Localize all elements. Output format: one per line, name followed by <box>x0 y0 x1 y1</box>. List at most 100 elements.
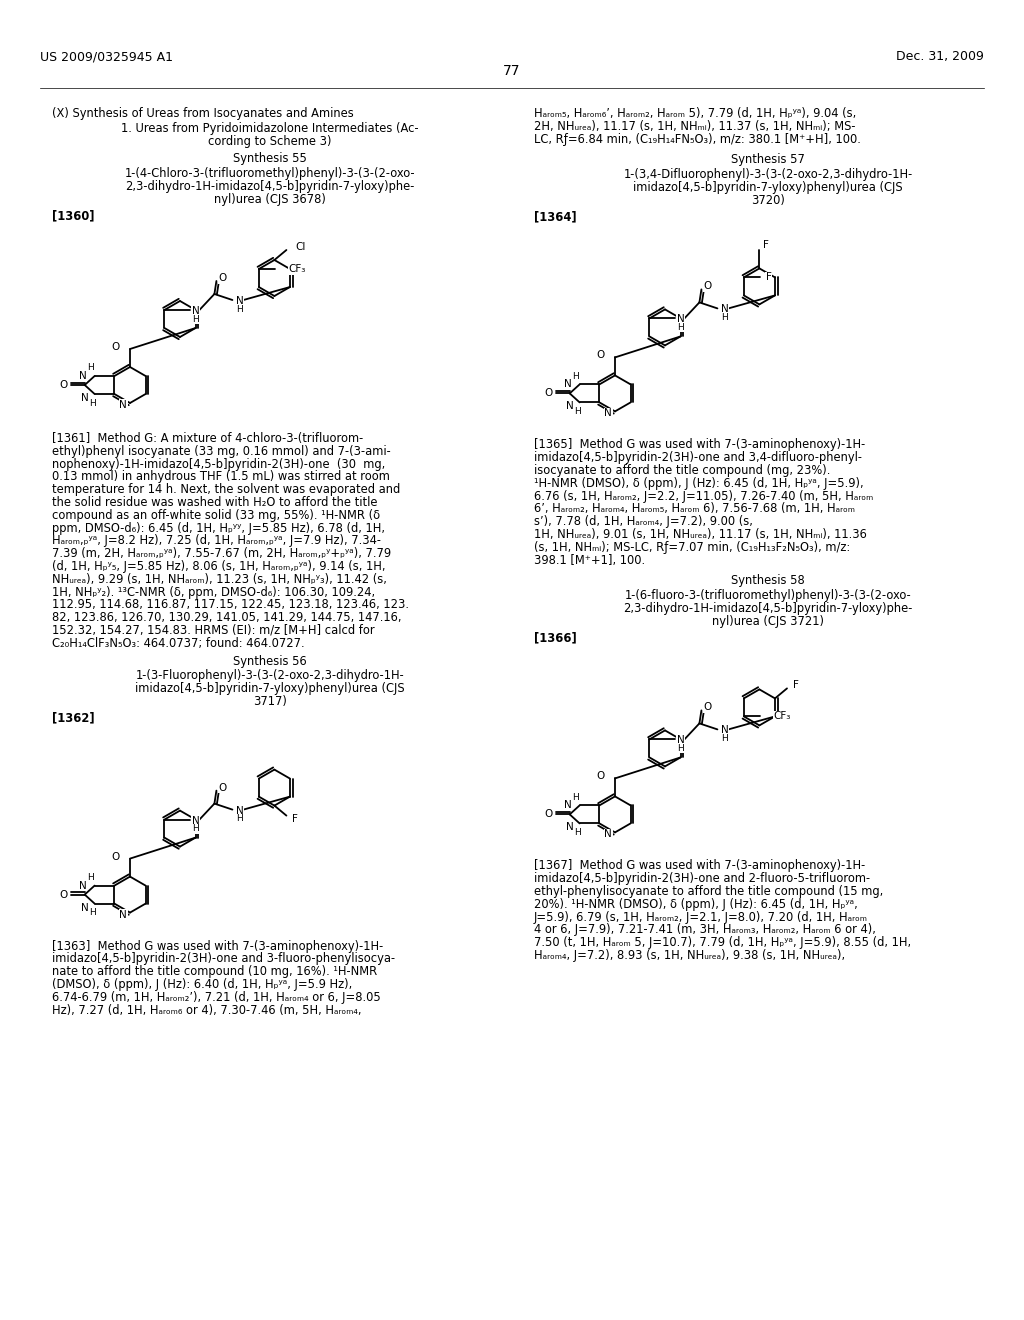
Text: 1-(3,4-Difluorophenyl)-3-(3-(2-oxo-2,3-dihydro-1H-: 1-(3,4-Difluorophenyl)-3-(3-(2-oxo-2,3-d… <box>624 168 912 181</box>
Text: O: O <box>218 273 226 282</box>
Text: O: O <box>218 783 226 792</box>
Text: 1-(4-Chloro-3-(trifluoromethyl)phenyl)-3-(3-(2-oxo-: 1-(4-Chloro-3-(trifluoromethyl)phenyl)-3… <box>125 168 416 180</box>
Text: O: O <box>545 388 553 399</box>
Text: 6.76 (s, 1H, Hₐᵣₒₘ₂, J=2.2, J=11.05), 7.26-7.40 (m, 5H, Hₐᵣₒₘ: 6.76 (s, 1H, Hₐᵣₒₘ₂, J=2.2, J=11.05), 7.… <box>534 490 873 503</box>
Text: H: H <box>193 824 199 833</box>
Text: Synthesis 55: Synthesis 55 <box>233 152 307 165</box>
Text: N: N <box>119 909 127 920</box>
Text: 1H, NHᵤᵣₑₐ), 9.01 (s, 1H, NHᵤᵣₑₐ), 11.17 (s, 1H, NHₘᵢ), 11.36: 1H, NHᵤᵣₑₐ), 9.01 (s, 1H, NHᵤᵣₑₐ), 11.17… <box>534 528 867 541</box>
Text: J=5.9), 6.79 (s, 1H, Hₐᵣₒₘ₂, J=2.1, J=8.0), 7.20 (d, 1H, Hₐᵣₒₘ: J=5.9), 6.79 (s, 1H, Hₐᵣₒₘ₂, J=2.1, J=8.… <box>534 911 868 924</box>
Text: H: H <box>89 399 96 408</box>
Text: [1367]  Method G was used with 7-(3-aminophenoxy)-1H-: [1367] Method G was used with 7-(3-amino… <box>534 859 865 873</box>
Text: 0.13 mmol) in anhydrous THF (1.5 mL) was stirred at room: 0.13 mmol) in anhydrous THF (1.5 mL) was… <box>52 470 390 483</box>
Text: N: N <box>236 296 244 306</box>
Text: imidazo[4,5-b]pyridin-2(3H)-one and 2-fluoro-5-trifluorom-: imidazo[4,5-b]pyridin-2(3H)-one and 2-fl… <box>534 873 870 886</box>
Text: N: N <box>564 800 571 810</box>
Text: 1-(6-fluoro-3-(trifluoromethyl)phenyl)-3-(3-(2-oxo-: 1-(6-fluoro-3-(trifluoromethyl)phenyl)-3… <box>625 589 911 602</box>
Text: CF₃: CF₃ <box>289 264 306 275</box>
Text: ethyl-phenylisocyanate to afford the title compound (15 mg,: ethyl-phenylisocyanate to afford the tit… <box>534 884 884 898</box>
Text: H: H <box>574 407 581 416</box>
Text: N: N <box>119 400 127 411</box>
Text: imidazo[4,5-b]pyridin-7-yloxy)phenyl)urea (CJS: imidazo[4,5-b]pyridin-7-yloxy)phenyl)ure… <box>633 181 903 194</box>
Text: nyl)urea (CJS 3721): nyl)urea (CJS 3721) <box>712 615 824 628</box>
Text: H: H <box>721 734 728 743</box>
Text: C₂₀H₁₄ClF₃N₅O₃: 464.0737; found: 464.0727.: C₂₀H₁₄ClF₃N₅O₃: 464.0737; found: 464.072… <box>52 636 304 649</box>
Text: Hz), 7.27 (d, 1H, Hₐᵣₒₘ₆ or 4), 7.30-7.46 (m, 5H, Hₐᵣₒₘ₄,: Hz), 7.27 (d, 1H, Hₐᵣₒₘ₆ or 4), 7.30-7.4… <box>52 1003 361 1016</box>
Text: N: N <box>604 408 612 418</box>
Text: NHᵤᵣₑₐ), 9.29 (s, 1H, NHₐᵣₒₘ), 11.23 (s, 1H, NHₚʸ₃), 11.42 (s,: NHᵤᵣₑₐ), 9.29 (s, 1H, NHₐᵣₒₘ), 11.23 (s,… <box>52 573 387 586</box>
Text: Hₐᵣₒₘ,ₚʸᵃ, J=8.2 Hz), 7.25 (d, 1H, Hₐᵣₒₘ,ₚʸᵃ, J=7.9 Hz), 7.34-: Hₐᵣₒₘ,ₚʸᵃ, J=8.2 Hz), 7.25 (d, 1H, Hₐᵣₒₘ… <box>52 535 381 548</box>
Text: O: O <box>112 851 120 862</box>
Text: F: F <box>764 240 769 251</box>
Text: Synthesis 58: Synthesis 58 <box>731 574 805 587</box>
Text: [1366]: [1366] <box>534 631 577 644</box>
Text: N: N <box>236 805 244 816</box>
Text: (X) Synthesis of Ureas from Isocyanates and Amines: (X) Synthesis of Ureas from Isocyanates … <box>52 107 353 120</box>
Text: O: O <box>112 342 120 352</box>
Text: the solid residue was washed with H₂O to afford the title: the solid residue was washed with H₂O to… <box>52 496 378 510</box>
Text: N: N <box>564 379 571 389</box>
Text: H: H <box>572 372 579 381</box>
Text: N: N <box>604 829 612 840</box>
Text: [1360]: [1360] <box>52 209 94 222</box>
Text: CF₃: CF₃ <box>774 711 792 722</box>
Text: H: H <box>572 793 579 801</box>
Text: ppm, DMSO-d₆): 6.45 (d, 1H, Hₚʸʸ, J=5.85 Hz), 6.78 (d, 1H,: ppm, DMSO-d₆): 6.45 (d, 1H, Hₚʸʸ, J=5.85… <box>52 521 385 535</box>
Text: ¹H-NMR (DMSO), δ (ppm), J (Hz): 6.45 (d, 1H, Hₚʸᵃ, J=5.9),: ¹H-NMR (DMSO), δ (ppm), J (Hz): 6.45 (d,… <box>534 477 863 490</box>
Text: H: H <box>574 828 581 837</box>
Text: 398.1 [M⁺+1], 100.: 398.1 [M⁺+1], 100. <box>534 553 645 566</box>
Text: cording to Scheme 3): cording to Scheme 3) <box>208 135 332 148</box>
Text: 1-(3-Fluorophenyl)-3-(3-(2-oxo-2,3-dihydro-1H-: 1-(3-Fluorophenyl)-3-(3-(2-oxo-2,3-dihyd… <box>135 669 404 682</box>
Text: 20%). ¹H-NMR (DMSO), δ (ppm), J (Hz): 6.45 (d, 1H, Hₚʸᵃ,: 20%). ¹H-NMR (DMSO), δ (ppm), J (Hz): 6.… <box>534 898 858 911</box>
Text: imidazo[4,5-b]pyridin-2(3H)-one and 3,4-difluoro-phenyl-: imidazo[4,5-b]pyridin-2(3H)-one and 3,4-… <box>534 451 862 465</box>
Text: O: O <box>59 380 68 389</box>
Text: [1363]  Method G was used with 7-(3-aminophenoxy)-1H-: [1363] Method G was used with 7-(3-amino… <box>52 940 383 953</box>
Text: 112.95, 114.68, 116.87, 117.15, 122.45, 123.18, 123.46, 123.: 112.95, 114.68, 116.87, 117.15, 122.45, … <box>52 598 409 611</box>
Text: F: F <box>766 272 772 282</box>
Text: N: N <box>721 726 728 735</box>
Text: H: H <box>237 814 243 824</box>
Text: N: N <box>566 401 573 412</box>
Text: temperature for 14 h. Next, the solvent was evaporated and: temperature for 14 h. Next, the solvent … <box>52 483 400 496</box>
Text: N: N <box>566 822 573 833</box>
Text: O: O <box>59 890 68 900</box>
Text: nophenoxy)-1H-imidazo[4,5-b]pyridin-2(3H)-one  (30  mg,: nophenoxy)-1H-imidazo[4,5-b]pyridin-2(3H… <box>52 458 385 471</box>
Text: Hₐᵣₒₘ₄, J=7.2), 8.93 (s, 1H, NHᵤᵣₑₐ), 9.38 (s, 1H, NHᵤᵣₑₐ),: Hₐᵣₒₘ₄, J=7.2), 8.93 (s, 1H, NHᵤᵣₑₐ), 9.… <box>534 949 845 962</box>
Text: O: O <box>597 771 605 781</box>
Text: H: H <box>193 314 199 323</box>
Text: s’), 7.78 (d, 1H, Hₐᵣₒₘ₄, J=7.2), 9.00 (s,: s’), 7.78 (d, 1H, Hₐᵣₒₘ₄, J=7.2), 9.00 (… <box>534 515 753 528</box>
Text: H: H <box>87 873 94 882</box>
Text: N: N <box>191 306 200 315</box>
Text: isocyanate to afford the title compound (mg, 23%).: isocyanate to afford the title compound … <box>534 465 830 477</box>
Text: (d, 1H, Hₚʸ₅, J=5.85 Hz), 8.06 (s, 1H, Hₐᵣₒₘ,ₚʸᵃ), 9.14 (s, 1H,: (d, 1H, Hₚʸ₅, J=5.85 Hz), 8.06 (s, 1H, H… <box>52 560 385 573</box>
Text: Synthesis 57: Synthesis 57 <box>731 153 805 166</box>
Text: 152.32, 154.27, 154.83. HRMS (EI): m/z [M+H] calcd for: 152.32, 154.27, 154.83. HRMS (EI): m/z [… <box>52 624 375 638</box>
Text: O: O <box>597 350 605 360</box>
Text: 1. Ureas from Pyridoimidazolone Intermediates (Ac-: 1. Ureas from Pyridoimidazolone Intermed… <box>121 121 419 135</box>
Text: nyl)urea (CJS 3678): nyl)urea (CJS 3678) <box>214 193 326 206</box>
Text: 1H, NHₚʸ₂). ¹³C-NMR (δ, ppm, DMSO-d₆): 106.30, 109.24,: 1H, NHₚʸ₂). ¹³C-NMR (δ, ppm, DMSO-d₆): 1… <box>52 586 375 598</box>
Text: Dec. 31, 2009: Dec. 31, 2009 <box>896 50 984 63</box>
Text: Synthesis 56: Synthesis 56 <box>233 655 307 668</box>
Text: N: N <box>81 393 89 403</box>
Text: 6’, Hₐᵣₒₘ₂, Hₐᵣₒₘ₄, Hₐᵣₒₘ₅, Hₐᵣₒₘ 6), 7.56-7.68 (m, 1H, Hₐᵣₒₘ: 6’, Hₐᵣₒₘ₂, Hₐᵣₒₘ₄, Hₐᵣₒₘ₅, Hₐᵣₒₘ 6), 7.… <box>534 503 855 515</box>
Text: N: N <box>721 305 728 314</box>
Text: N: N <box>79 371 87 381</box>
Text: H: H <box>89 908 96 917</box>
Text: H: H <box>237 305 243 314</box>
Text: ethyl)phenyl isocyanate (33 mg, 0.16 mmol) and 7-(3-ami-: ethyl)phenyl isocyanate (33 mg, 0.16 mmo… <box>52 445 391 458</box>
Text: imidazo[4,5-b]pyridin-7-yloxy)phenyl)urea (CJS: imidazo[4,5-b]pyridin-7-yloxy)phenyl)ure… <box>135 682 404 696</box>
Text: 77: 77 <box>503 63 521 78</box>
Text: O: O <box>545 809 553 820</box>
Text: imidazo[4,5-b]pyridin-2(3H)-one and 3-fluoro-phenylisocya-: imidazo[4,5-b]pyridin-2(3H)-one and 3-fl… <box>52 953 395 965</box>
Text: LC, Rƒ=6.84 min, (C₁₉H₁₄FN₅O₃), m/z: 380.1 [M⁺+H], 100.: LC, Rƒ=6.84 min, (C₁₉H₁₄FN₅O₃), m/z: 380… <box>534 132 861 145</box>
Text: 2H, NHᵤᵣₑₐ), 11.17 (s, 1H, NHₘᵢ), 11.37 (s, 1H, NHₘᵢ); MS-: 2H, NHᵤᵣₑₐ), 11.17 (s, 1H, NHₘᵢ), 11.37 … <box>534 120 855 133</box>
Text: N: N <box>81 903 89 912</box>
Text: compound as an off-white solid (33 mg, 55%). ¹H-NMR (δ: compound as an off-white solid (33 mg, 5… <box>52 508 380 521</box>
Text: H: H <box>677 744 684 752</box>
Text: H: H <box>87 363 94 372</box>
Text: F: F <box>793 680 799 690</box>
Text: 3720): 3720) <box>751 194 785 207</box>
Text: N: N <box>79 880 87 891</box>
Text: (DMSO), δ (ppm), J (Hz): 6.40 (d, 1H, Hₚʸᵃ, J=5.9 Hz),: (DMSO), δ (ppm), J (Hz): 6.40 (d, 1H, Hₚ… <box>52 978 352 991</box>
